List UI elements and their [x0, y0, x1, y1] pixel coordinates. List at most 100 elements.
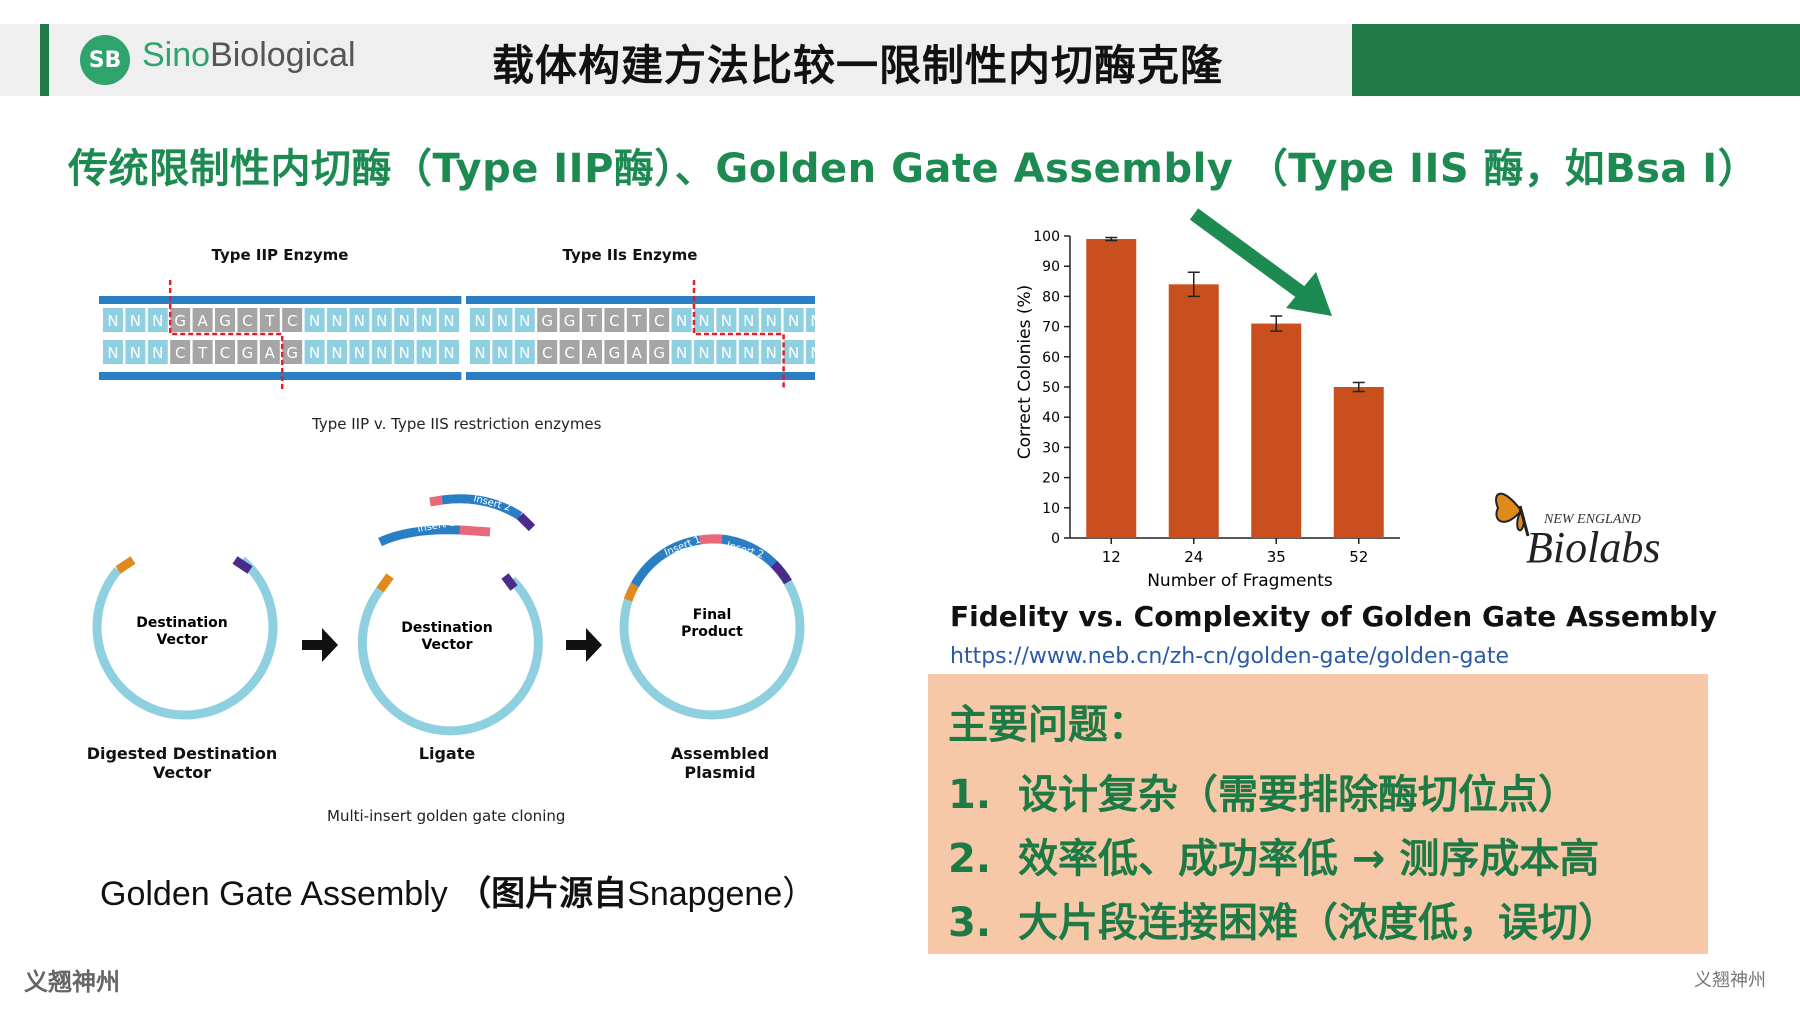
ligate-vector: Insert 1 Insert 2 Destination Vector	[357, 493, 543, 736]
issue-item-2: 2. 效率低、成功率低 → 测序成本高	[948, 836, 1600, 882]
base-letter: N	[421, 344, 432, 362]
cloning-caption: Multi-insert golden gate cloning	[327, 807, 566, 825]
base-pair-cell	[439, 308, 459, 332]
base-letter: N	[497, 344, 508, 362]
base-pair-cell	[761, 340, 782, 364]
bar-12	[1086, 239, 1137, 538]
type-iip-title: Type IIP Enzyme	[211, 246, 349, 264]
base-pair-cell	[282, 308, 303, 332]
base-pair-cell	[738, 340, 759, 364]
logo-biological: Biological	[210, 36, 356, 74]
base-pair-cell	[103, 340, 123, 364]
bar-35	[1251, 323, 1302, 538]
arrow-right-icon	[302, 628, 338, 662]
base-pair-cell	[582, 308, 602, 332]
plasmid-insert1	[631, 535, 701, 588]
insert2-label: Insert 2	[472, 493, 512, 514]
y-tick-label: 50	[1042, 380, 1060, 396]
y-tick-label: 20	[1042, 471, 1060, 487]
trend-arrow-shaft	[1189, 208, 1315, 305]
logo-wordmark: SinoBiological	[142, 36, 356, 75]
base-pair-cell	[492, 308, 513, 332]
base-pair-cell	[604, 308, 625, 332]
base-pair-cell	[282, 340, 303, 364]
base-letter: N	[810, 312, 815, 330]
base-letter: N	[399, 312, 410, 330]
plasmid-junction	[699, 534, 723, 545]
base-pair-cell	[237, 308, 258, 332]
x-tick-label: 52	[1349, 548, 1368, 566]
footer-left: 义翘神州	[24, 968, 120, 996]
base-pair-cell	[416, 308, 437, 332]
base-letter: C	[654, 312, 664, 330]
base-letter: N	[676, 344, 687, 362]
dna-iip: N N N G A G C T C N N N N N N NN N N C T C G A G N N N N N N N	[99, 280, 462, 390]
overhang-purple	[501, 573, 518, 591]
trend-arrow-head	[1286, 272, 1332, 316]
base-pair-cell	[304, 340, 325, 364]
base-letter: N	[788, 312, 799, 330]
base-letter: N	[130, 312, 141, 330]
base-letter: N	[107, 312, 118, 330]
base-pair-cell	[125, 340, 146, 364]
logo-sino: Sino	[142, 36, 211, 74]
base-pair-cell	[514, 340, 535, 364]
base-letter: N	[376, 344, 387, 362]
vector-ring	[92, 556, 278, 720]
base-letter: A	[587, 344, 598, 362]
step-assembled-label: Assembled Plasmid	[670, 744, 770, 782]
base-letter: N	[698, 312, 709, 330]
neb-logo-big: Biolabs	[1526, 523, 1661, 572]
base-letter: N	[152, 344, 163, 362]
overhang-purple	[232, 556, 253, 574]
base-letter: N	[721, 312, 732, 330]
base-letter: N	[743, 344, 754, 362]
header-green-block	[1352, 24, 1800, 96]
base-letter: N	[331, 312, 342, 330]
base-letter: G	[286, 344, 298, 362]
base-pair-cell	[147, 340, 168, 364]
insert2-overhang	[516, 512, 536, 532]
base-pair-cell	[626, 340, 647, 364]
vector-label-1: Destination	[136, 615, 227, 631]
base-pair-cell	[371, 340, 392, 364]
base-letter: A	[265, 344, 276, 362]
base-letter: C	[542, 344, 552, 362]
bar-24	[1168, 284, 1219, 538]
base-pair-cell	[514, 308, 535, 332]
base-pair-cell	[394, 308, 415, 332]
base-pair-cell	[259, 340, 280, 364]
issue-item-1: 1. 设计复杂（需要排除酶切位点）	[948, 772, 1578, 818]
base-pair-cell	[582, 340, 602, 364]
golden-gate-caption: Golden Gate Assembly （图片源自Snapgene）	[100, 874, 817, 914]
issues-box	[928, 674, 1708, 954]
base-letter: N	[443, 312, 454, 330]
overhang-orange	[115, 556, 136, 574]
base-pair-cell	[349, 308, 370, 332]
base-pair-cell	[147, 308, 168, 332]
base-pair-cell	[738, 308, 759, 332]
y-tick-label: 40	[1042, 410, 1060, 426]
base-pair-cell	[716, 340, 737, 364]
backbone-bottom	[99, 372, 462, 380]
fidelity-title: Fidelity vs. Complexity of Golden Gate A…	[950, 600, 1718, 633]
base-letter: N	[130, 344, 141, 362]
bar-52	[1333, 387, 1384, 538]
base-pair-cell	[671, 340, 692, 364]
neb-logo-small: NEW ENGLAND	[1544, 512, 1641, 527]
base-letter: C	[564, 344, 574, 362]
base-pair-cell	[192, 340, 213, 364]
x-tick-label: 35	[1267, 548, 1286, 566]
base-pair-cell	[492, 340, 513, 364]
base-pair-cell	[649, 308, 670, 332]
trend-arrow-icon	[1189, 208, 1332, 316]
base-letter: N	[152, 312, 163, 330]
header-accent	[40, 24, 49, 96]
fidelity-bar-chart: 0 10 20 30 40 50 60 70 80 90 100 12 24 35 52 Number of…	[1015, 229, 1400, 591]
base-pair-cell	[192, 308, 213, 332]
fidelity-link[interactable]: https://www.neb.cn/zh-cn/golden-gate/gol…	[950, 644, 1510, 669]
overhang-orange	[376, 573, 394, 593]
base-pair-cell	[416, 340, 437, 364]
page-title: 载体构建方法比较一限制性内切酶克隆	[492, 41, 1224, 90]
base-letter: N	[676, 312, 687, 330]
